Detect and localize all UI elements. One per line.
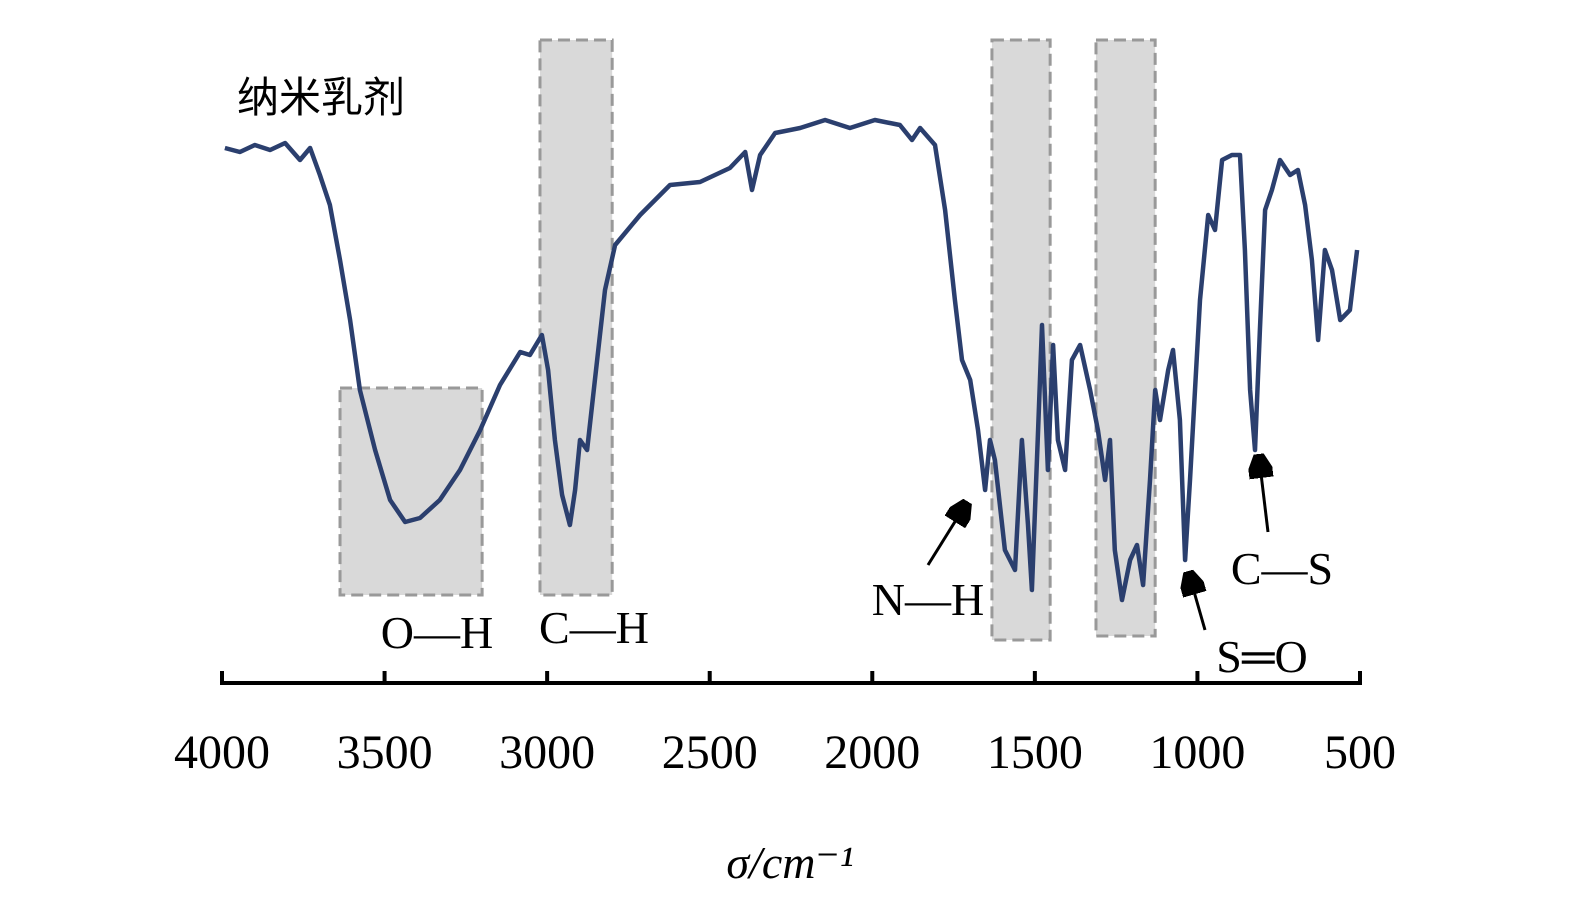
x-tick-label: 1000 — [1149, 726, 1245, 779]
arrow — [926, 504, 966, 566]
band-region — [338, 386, 484, 597]
x-tick-label: 3500 — [337, 726, 433, 779]
spectrum-line — [224, 117, 1360, 603]
peak-label: N—H — [872, 574, 984, 625]
x-tick-label: 3000 — [499, 726, 595, 779]
x-tick-label: 1500 — [987, 726, 1083, 779]
x-tick-label: 500 — [1324, 726, 1396, 779]
arrows — [926, 457, 1268, 631]
arrow — [1259, 457, 1268, 533]
x-tick-label: 2500 — [662, 726, 758, 779]
series-label: 纳米乳剂 — [237, 73, 405, 122]
peak-label: O—H — [381, 607, 493, 658]
x-axis-label: σ/cm⁻¹ — [726, 837, 853, 888]
x-tick-label: 2000 — [824, 726, 920, 779]
peak-label: S═O — [1216, 631, 1307, 682]
arrow — [1189, 574, 1207, 631]
x-tick-label: 4000 — [174, 726, 270, 779]
peak-label: C—S — [1231, 543, 1333, 594]
peak-label: C—H — [539, 602, 649, 653]
plot: 4000 3500 3000 2500 2000 1500 1000 500 O—H C—H N—H… — [174, 38, 1396, 779]
